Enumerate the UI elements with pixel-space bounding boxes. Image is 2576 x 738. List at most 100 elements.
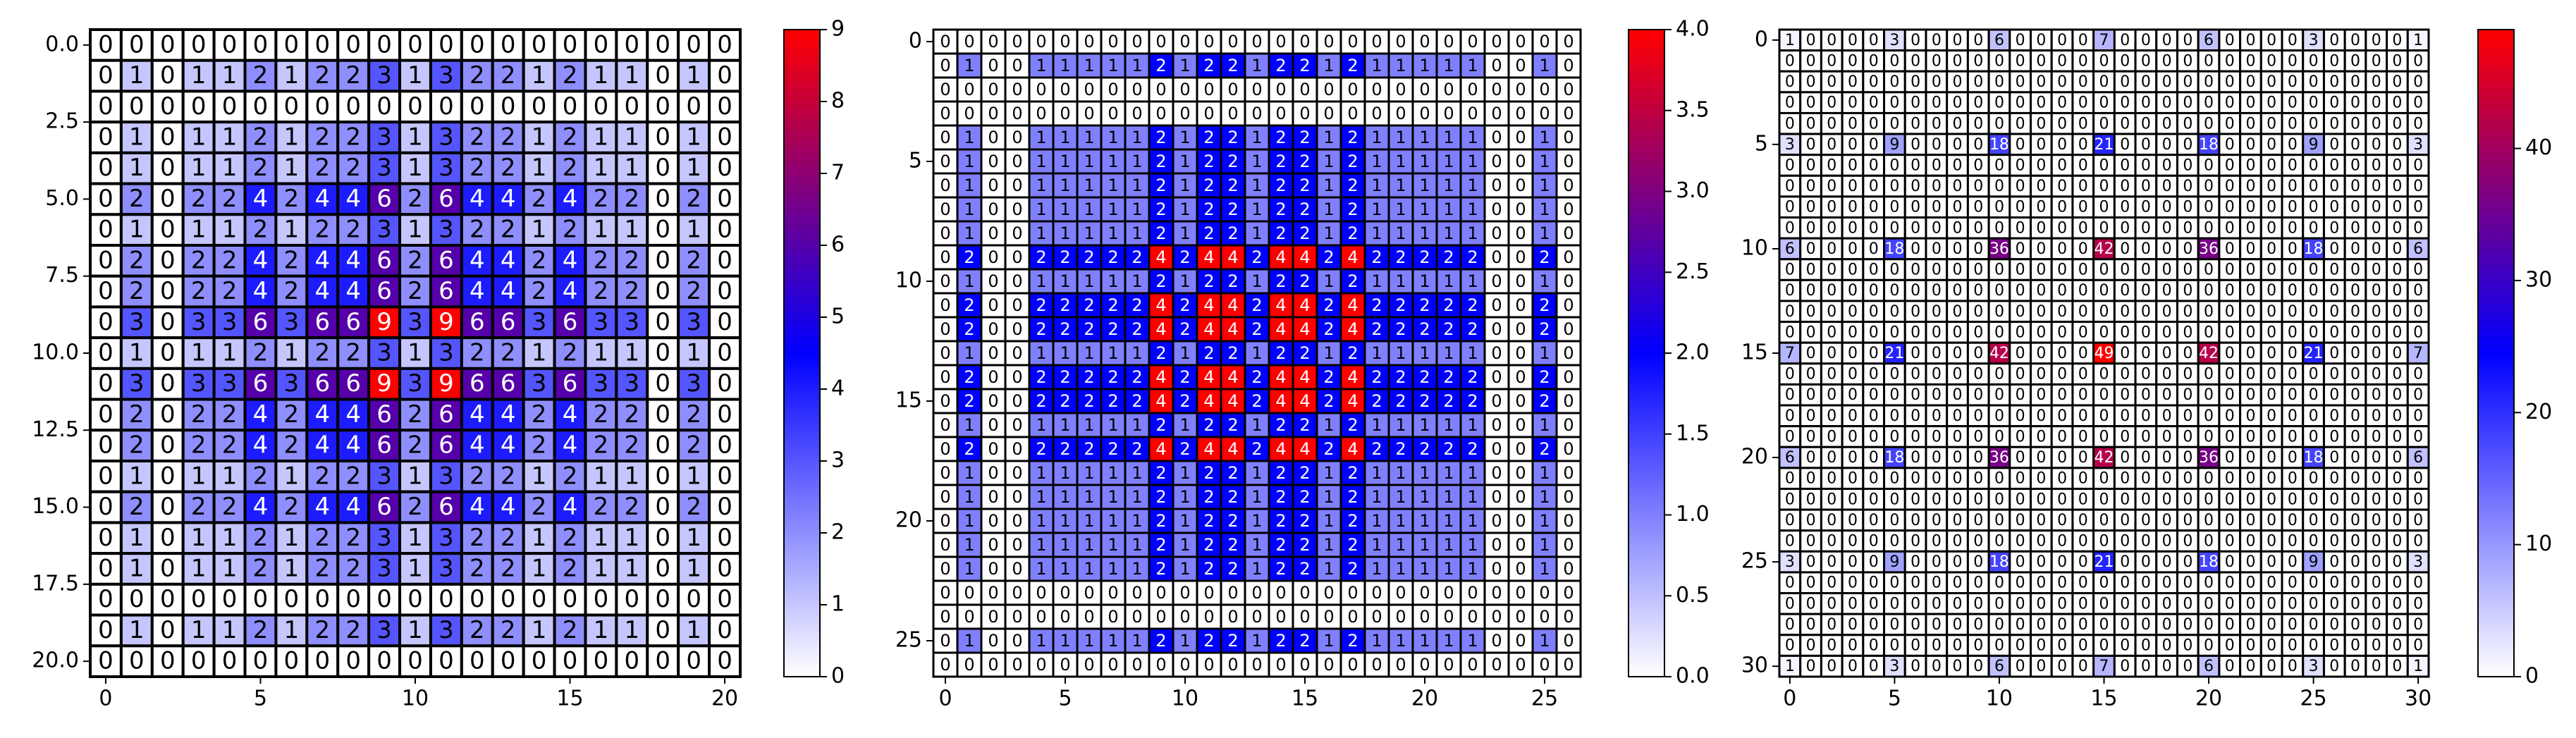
cell-label: 2 [1203, 56, 1214, 75]
cell-label: 2 [1347, 343, 1358, 363]
y-tick-label: 25 [895, 628, 922, 653]
cell-label: 0 [1932, 136, 1942, 154]
cell-label: 0 [1994, 512, 2004, 529]
cell-label: 2 [563, 216, 578, 244]
cell-label: 1 [1108, 199, 1118, 219]
cell-label: 0 [1203, 607, 1214, 627]
cell-label: 0 [1060, 655, 1070, 675]
cell-label: 3 [438, 123, 454, 152]
cell-label: 0 [1910, 136, 1920, 154]
cell-label: 0 [2057, 595, 2067, 613]
cell-label: 0 [314, 92, 330, 121]
cell-label: 4 [470, 400, 485, 429]
cell-label: 0 [1785, 491, 1795, 508]
cell-label: 0 [2288, 512, 2298, 529]
cell-label: 1 [1539, 56, 1550, 75]
cell-label: 0 [2225, 533, 2235, 551]
cell-label: 0 [655, 462, 670, 490]
cell-label: 0 [98, 339, 114, 367]
cell-label: 0 [1515, 247, 1526, 267]
cell-label: 0 [2183, 262, 2192, 279]
cell-label: 0 [1563, 631, 1574, 651]
cell-label: 0 [407, 30, 423, 59]
colorbar [2477, 29, 2515, 677]
cell-label: 2 [1203, 559, 1214, 579]
cell-label: 0 [98, 462, 114, 490]
cell-label: 0 [2204, 533, 2214, 551]
cell-label: 0 [988, 655, 998, 675]
cell-label: 1 [1179, 56, 1190, 75]
cell-label: 18 [1989, 553, 2009, 571]
cell-label: 0 [2245, 595, 2255, 613]
cell-label: 2 [1275, 152, 1286, 171]
cell-label: 0 [2413, 616, 2423, 634]
cell-label: 1 [222, 216, 238, 244]
cell-label: 0 [1827, 407, 1836, 425]
cell-label: 0 [2036, 240, 2046, 258]
cell-label: 6 [2204, 32, 2214, 49]
cell-label: 2 [625, 246, 640, 274]
colorbar-tick-label: 7 [831, 161, 845, 185]
cell-label: 0 [2267, 303, 2276, 321]
cell-label: 0 [2309, 52, 2319, 70]
colorbar-tick-label: 5 [831, 305, 845, 329]
cell-label: 9 [2309, 136, 2319, 154]
cell-label: 2 [1084, 247, 1094, 267]
cell-label: 0 [1084, 104, 1094, 123]
cell-label: 0 [1443, 655, 1454, 675]
heatmap-cell [646, 213, 680, 247]
heatmap-cell [119, 59, 154, 93]
cell-label: 1 [532, 462, 547, 490]
cell-label: 0 [2392, 658, 2402, 675]
cell-label: 0 [2225, 470, 2235, 488]
cell-label: 0 [1932, 73, 1942, 91]
cell-label: 0 [407, 647, 423, 675]
cell-label: 0 [1932, 303, 1942, 321]
cell-label: 0 [253, 92, 269, 121]
cell-label: 0 [2372, 73, 2381, 91]
cell-label: 0 [1889, 115, 1899, 133]
cell-label: 4 [253, 277, 269, 305]
cell-label: 0 [1131, 32, 1142, 51]
cell-label: 1 [1323, 271, 1334, 291]
cell-label: 1 [1131, 271, 1142, 291]
cell-label: 0 [2288, 52, 2298, 70]
cell-label: 1 [407, 616, 423, 644]
cell-label: 0 [655, 92, 670, 121]
cell-label: 0 [2392, 470, 2402, 488]
cell-label: 0 [1953, 73, 1963, 91]
cell-label: 0 [407, 585, 423, 613]
cell-label: 0 [2372, 282, 2381, 300]
cell-label: 4 [345, 400, 361, 429]
cell-label: 0 [2162, 199, 2172, 216]
cell-label: 3 [376, 616, 392, 644]
cell-label: 2 [1203, 223, 1214, 243]
cell-label: 2 [222, 493, 238, 521]
cell-label: 0 [98, 61, 114, 90]
cell-label: 2 [314, 462, 330, 490]
cell-label: 0 [160, 462, 176, 490]
cell-label: 1 [1371, 176, 1382, 195]
cell-label: 0 [2329, 282, 2339, 300]
cell-label: 7 [2099, 658, 2109, 675]
cell-label: 0 [2183, 595, 2192, 613]
cell-label: 2 [1467, 391, 1478, 411]
cell-label: 0 [2267, 470, 2276, 488]
cell-label: 0 [2372, 428, 2381, 445]
cell-label: 1 [1395, 631, 1406, 651]
cell-label: 36 [1989, 449, 2009, 467]
cell-label: 1 [1443, 343, 1454, 363]
cell-label: 0 [2099, 178, 2109, 195]
x-tick-label: 20 [2195, 687, 2222, 711]
cell-label: 0 [2141, 491, 2151, 508]
cell-label: 2 [1108, 391, 1118, 411]
cell-label: 2 [1060, 439, 1070, 459]
cell-label: 18 [1884, 240, 1904, 258]
cell-label: 0 [2183, 574, 2192, 592]
cell-label: 2 [253, 524, 269, 552]
cell-label: 2 [129, 185, 145, 213]
cell-label: 0 [1806, 512, 1816, 529]
cell-label: 0 [2413, 428, 2423, 445]
cell-label: 0 [1275, 104, 1286, 123]
cell-label: 0 [1827, 658, 1836, 675]
